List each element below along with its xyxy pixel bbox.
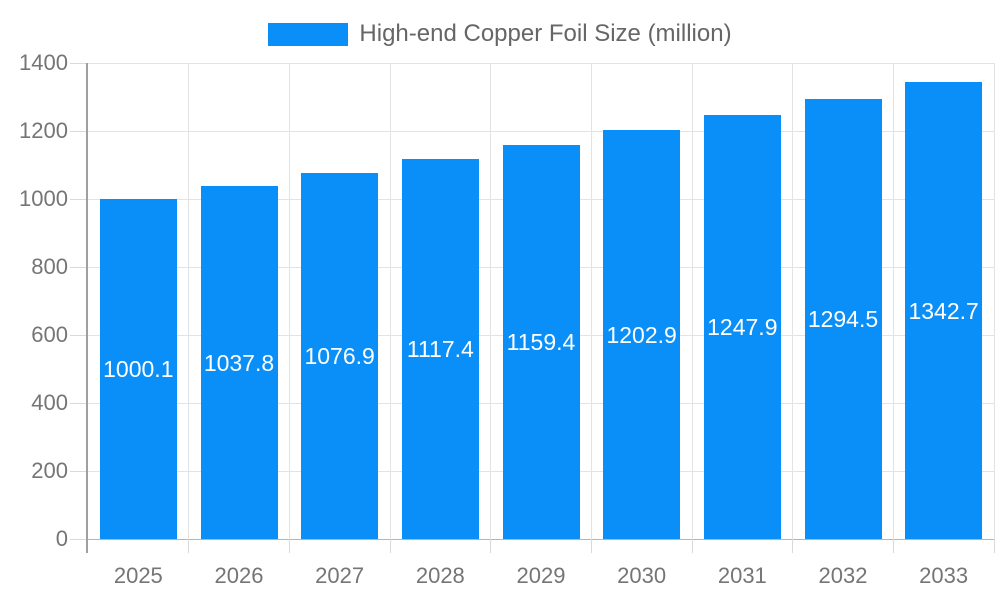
x-axis-label: 2033 — [919, 563, 969, 588]
x-tick-mark — [590, 539, 592, 553]
bar-value-label: 1247.9 — [707, 313, 778, 340]
x-gridline — [590, 63, 592, 539]
x-axis-label: 2028 — [415, 563, 465, 588]
bar[interactable] — [401, 159, 479, 539]
bar-value-label: 1202.9 — [606, 321, 677, 348]
x-tick-mark — [490, 539, 492, 553]
x-tick-mark — [691, 539, 693, 553]
y-tick-mark — [70, 62, 88, 64]
x-gridline — [691, 63, 693, 539]
bar-value-label: 1159.4 — [506, 328, 576, 355]
y-tick-mark — [70, 470, 88, 472]
x-gridline — [490, 63, 492, 539]
y-axis-label: 1400 — [19, 50, 68, 75]
x-gridline — [792, 63, 794, 539]
x-gridline — [389, 63, 391, 539]
y-axis-label: 0 — [55, 526, 68, 551]
x-axis-label: 2025 — [113, 563, 163, 588]
y-tick-mark — [70, 402, 88, 404]
x-axis-label: 2026 — [214, 563, 264, 588]
y-tick-mark — [70, 538, 88, 540]
bar[interactable] — [804, 98, 882, 539]
bar-value-label: 1037.8 — [203, 349, 275, 376]
y-tick-mark — [70, 266, 88, 268]
x-tick-mark — [993, 539, 995, 553]
x-tick-mark — [188, 539, 190, 553]
x-axis-label: 2030 — [617, 563, 667, 588]
x-tick-mark — [389, 539, 391, 553]
x-gridline — [188, 63, 190, 539]
x-axis-label: 2029 — [516, 563, 566, 588]
bar-value-label: 1117.4 — [406, 336, 474, 363]
bar[interactable] — [200, 186, 278, 539]
x-axis-label: 2032 — [818, 563, 868, 588]
bar-value-label: 1294.5 — [807, 305, 879, 332]
y-axis-label: 1200 — [19, 118, 68, 143]
bar-value-label: 1342.7 — [908, 297, 979, 324]
y-axis-label: 800 — [31, 254, 68, 279]
y-gridline — [88, 62, 994, 64]
y-gridline — [88, 130, 994, 132]
x-axis-label: 2031 — [717, 563, 767, 588]
y-tick-mark — [70, 198, 88, 200]
x-gridline — [993, 63, 995, 539]
y-axis-label: 600 — [31, 322, 68, 347]
x-tick-mark — [792, 539, 794, 553]
bar[interactable] — [301, 172, 379, 539]
bar-value-label: 1076.9 — [304, 342, 375, 369]
legend-label: High-end Copper Foil Size (million) — [359, 20, 732, 47]
y-tick-mark — [70, 130, 88, 132]
y-axis-label: 400 — [31, 390, 68, 415]
bar-value-label: 1000.1 — [103, 355, 174, 382]
y-axis-label: 1000 — [19, 186, 68, 211]
bar[interactable] — [603, 130, 681, 539]
legend-swatch — [268, 22, 349, 46]
y-axis-line — [86, 63, 88, 553]
bar[interactable] — [502, 144, 580, 539]
bar[interactable] — [703, 114, 781, 539]
x-gridline — [288, 63, 290, 539]
bar[interactable] — [905, 82, 983, 539]
y-gridline — [88, 538, 994, 540]
y-axis-label: 200 — [31, 458, 68, 483]
x-gridline — [892, 63, 894, 539]
x-tick-mark — [892, 539, 894, 553]
bar[interactable] — [99, 198, 177, 539]
y-tick-mark — [70, 334, 88, 336]
x-tick-mark — [288, 539, 290, 553]
legend-item[interactable]: High-end Copper Foil Size (million) — [0, 22, 1000, 46]
x-axis-label: 2027 — [315, 563, 365, 588]
